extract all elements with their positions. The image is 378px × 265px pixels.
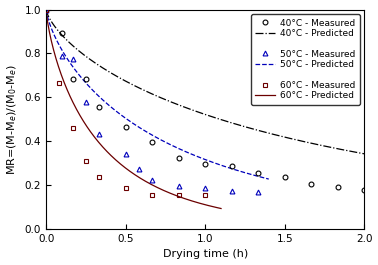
Legend: 40°C - Measured, 40°C - Predicted, , 50°C - Measured, 50°C - Predicted, , 60°C -: 40°C - Measured, 40°C - Predicted, , 50°… (251, 14, 360, 105)
Y-axis label: MR=(M-M$_e$)/(M$_0$-M$_e$): MR=(M-M$_e$)/(M$_0$-M$_e$) (6, 64, 19, 175)
X-axis label: Drying time (h): Drying time (h) (163, 249, 248, 259)
